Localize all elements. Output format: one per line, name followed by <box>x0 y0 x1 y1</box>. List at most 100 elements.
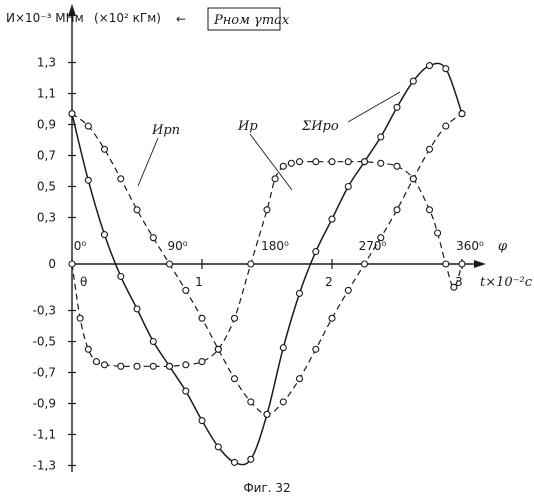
data-point <box>167 363 173 369</box>
data-point <box>215 346 221 352</box>
data-point <box>183 388 189 394</box>
data-point <box>183 362 189 368</box>
data-point <box>443 66 449 72</box>
series-label-sum: ΣИро <box>301 119 339 134</box>
data-point <box>288 160 294 166</box>
y-tick-label: -0,3 <box>33 304 56 318</box>
data-point <box>394 163 400 169</box>
x-axis-arrowhead <box>474 260 486 268</box>
y-tick-label: 0,7 <box>37 149 56 163</box>
phase-tick-label: 0⁰ <box>74 239 87 253</box>
data-point <box>280 345 286 351</box>
data-point <box>427 146 433 152</box>
series-label-ir: Ир <box>237 119 258 134</box>
data-point <box>248 261 254 267</box>
y-unit-label: И×10⁻³ МНм <box>6 11 84 25</box>
data-point <box>69 111 75 117</box>
data-point <box>280 163 286 169</box>
phase-tick-label: 180⁰ <box>261 239 289 253</box>
x-axis-title: t×10⁻²c <box>480 275 533 290</box>
data-point <box>297 290 303 296</box>
y-tick-label: -1,1 <box>33 428 56 442</box>
y-tick-label: 0 <box>48 257 56 271</box>
y-unit-alt-label: (×10² кГм) <box>94 11 161 25</box>
data-point <box>118 363 124 369</box>
data-point <box>264 411 270 417</box>
data-point <box>435 230 441 236</box>
x-tick-label: 1 <box>195 275 203 289</box>
data-point <box>77 315 83 321</box>
data-point <box>150 235 156 241</box>
data-point <box>443 123 449 129</box>
data-point <box>118 176 124 182</box>
data-point <box>345 159 351 165</box>
data-point <box>427 63 433 69</box>
phase-ticks: 0⁰90⁰180⁰270⁰360⁰ <box>74 239 484 253</box>
data-point <box>167 261 173 267</box>
y-tick-label: -0,9 <box>33 397 56 411</box>
data-point <box>150 339 156 345</box>
data-point <box>215 444 221 450</box>
y-tick-label: 1,3 <box>37 56 56 70</box>
data-point <box>345 287 351 293</box>
x-tick-label: 2 <box>325 275 333 289</box>
data-point <box>329 216 335 222</box>
data-point <box>85 177 91 183</box>
data-point <box>93 359 99 365</box>
data-point <box>378 235 384 241</box>
data-point <box>329 315 335 321</box>
data-point <box>69 261 75 267</box>
data-point <box>394 207 400 213</box>
series-label-irp: Ирп <box>151 123 180 138</box>
figure-caption: Фиг. 32 <box>243 481 290 495</box>
data-point <box>183 287 189 293</box>
data-point <box>313 159 319 165</box>
data-point <box>329 159 335 165</box>
y-tick-label: -0,5 <box>33 335 56 349</box>
data-point <box>362 261 368 267</box>
data-point <box>410 78 416 84</box>
y-tick-label: 0,3 <box>37 211 56 225</box>
data-point <box>297 159 303 165</box>
data-point <box>410 176 416 182</box>
data-point <box>362 159 368 165</box>
y-tick-label: 0,5 <box>37 180 56 194</box>
data-point <box>85 346 91 352</box>
header-arrow: ← <box>176 12 186 26</box>
phase-tick-label: 270⁰ <box>359 239 387 253</box>
y-tick-label: 0,9 <box>37 118 56 132</box>
data-point <box>102 146 108 152</box>
data-point <box>451 284 457 290</box>
y-tick-label: -1,3 <box>33 459 56 473</box>
phase-tick-label: 360⁰ <box>456 239 484 253</box>
data-point <box>85 123 91 129</box>
data-point <box>248 399 254 405</box>
data-point <box>199 315 205 321</box>
data-point <box>102 232 108 238</box>
series-label-ir-leader <box>250 134 292 190</box>
data-point <box>134 207 140 213</box>
data-point <box>272 176 278 182</box>
data-point <box>459 111 465 117</box>
data-point <box>134 363 140 369</box>
data-point <box>150 363 156 369</box>
data-point <box>232 376 238 382</box>
data-point <box>297 376 303 382</box>
data-point <box>313 346 319 352</box>
series-label-irp-leader <box>138 138 158 186</box>
data-point <box>443 261 449 267</box>
data-point <box>199 418 205 424</box>
data-point <box>313 249 319 255</box>
data-point <box>232 315 238 321</box>
data-point <box>394 104 400 110</box>
data-point <box>102 362 108 368</box>
data-point <box>459 261 465 267</box>
data-point <box>280 399 286 405</box>
data-point <box>118 273 124 279</box>
y-tick-label: -0,7 <box>33 366 56 380</box>
y-tick-label: 1,1 <box>37 87 56 101</box>
data-point <box>378 160 384 166</box>
data-point <box>345 184 351 190</box>
data-point <box>134 306 140 312</box>
